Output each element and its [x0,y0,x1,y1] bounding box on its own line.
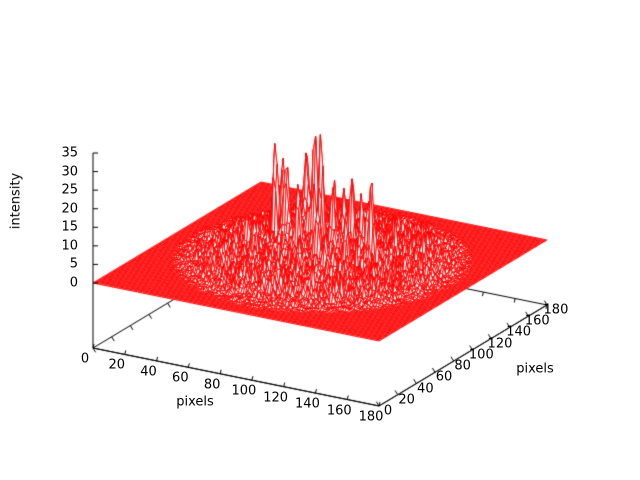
surface-plot-canvas [0,0,640,480]
figure-container: intensity pixels pixels 0 20 40 60 80 100 120 1… [0,0,640,480]
